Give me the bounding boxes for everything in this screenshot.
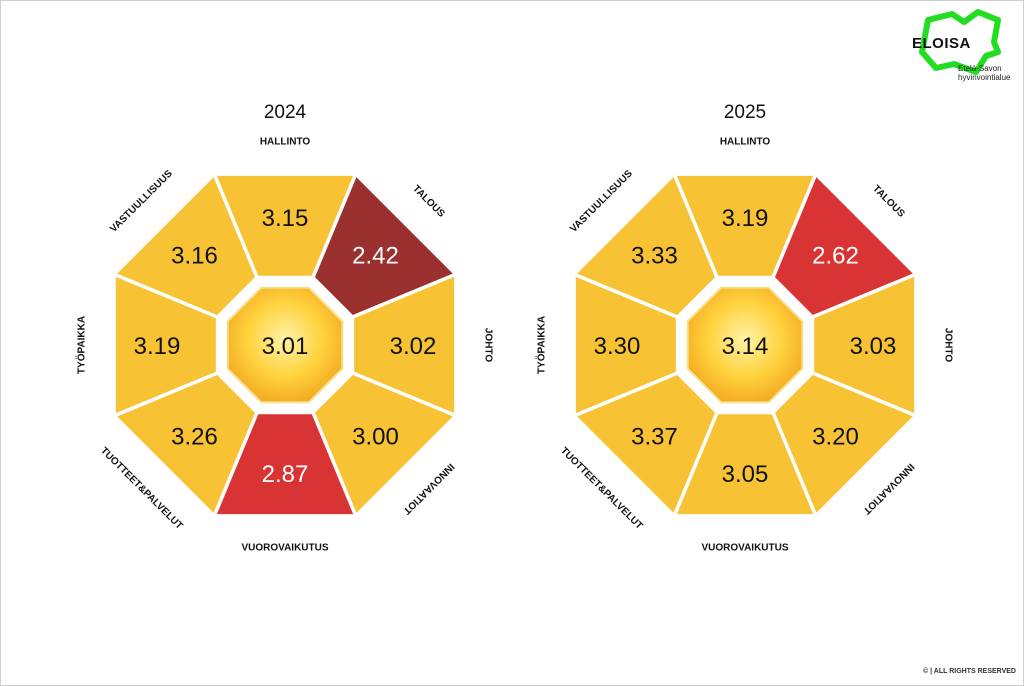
segment-value: 3.15: [262, 205, 309, 232]
segment-value: 3.00: [352, 424, 399, 451]
segment-value: 3.19: [722, 205, 769, 232]
logo-subtitle: Etelä-Savon hyvinvointialue: [958, 64, 1010, 82]
segment-value: 3.37: [631, 424, 678, 451]
segment-value: 3.33: [631, 242, 678, 269]
segment-value: 3.05: [722, 461, 769, 488]
segment-value: 3.19: [134, 333, 181, 360]
center-octagon: [686, 286, 804, 404]
segment-value: 3.26: [171, 424, 218, 451]
segment-shape: [570, 170, 720, 320]
center-octagon: [226, 286, 344, 404]
octagon-chart-2025: 2025 3.19 HALLINTO 2.62 TALOUS 3.03 JOHTO 3.20I…: [535, 102, 954, 554]
octagon-chart-2024: 2024 3.15 HALLINTO 2.42 TALOUS 3.02 JOHTO 3.00I…: [75, 102, 494, 554]
segment-label: TALOUS: [870, 183, 907, 220]
segment-label: INNOVAATIOT: [401, 461, 456, 516]
segment-label: TYÖPAIKKA: [535, 316, 548, 374]
copyright-footer: © | ALL RIGHTS RESERVED: [923, 668, 1016, 675]
segment-label: HALLINTO: [260, 137, 311, 148]
logo-subtitle-line-2: hyvinvointialue: [958, 73, 1011, 82]
segment-value: 3.02: [390, 333, 437, 360]
segment-value: 3.16: [171, 242, 218, 269]
segment-label: INNOVAATIOT: [861, 461, 916, 516]
logo-wordmark: ELOISA: [912, 35, 971, 52]
segment-value: 3.20: [812, 424, 859, 451]
eloisa-logo: ELOISA Etelä-Savon hyvinvointialue: [906, 6, 1018, 86]
segment-value: 2.62: [812, 242, 859, 269]
segment-value: 2.42: [352, 242, 399, 269]
logo-outline-icon: [919, 9, 1001, 75]
center-value: 3.01: [262, 333, 309, 360]
segment-vuorovaikutus: 3.05 VUOROVAIKUTUS: [671, 410, 819, 554]
chart-title: 2025: [724, 102, 766, 123]
segment-label: HALLINTO: [720, 137, 771, 148]
chart-title: 2024: [264, 102, 307, 123]
segment-label: JOHTO: [942, 328, 953, 362]
segment-label: VUOROVAIKUTUS: [701, 543, 788, 554]
segment-työpaikka: 3.30 TYÖPAIKKA: [535, 271, 680, 419]
segment-value: 3.30: [594, 333, 641, 360]
segment-label: TYÖPAIKKA: [75, 316, 88, 374]
segment-value: 2.87: [262, 461, 309, 488]
segment-label: TALOUS: [410, 183, 447, 220]
segment-label: JOHTO: [482, 328, 493, 362]
logo-subtitle-line-1: Etelä-Savon: [958, 64, 1002, 73]
segment-value: 3.03: [850, 333, 897, 360]
segment-työpaikka: 3.19 TYÖPAIKKA: [75, 271, 220, 419]
center-value: 3.14: [722, 333, 769, 360]
segment-shape: [110, 170, 260, 320]
segment-label: VUOROVAIKUTUS: [241, 543, 328, 554]
